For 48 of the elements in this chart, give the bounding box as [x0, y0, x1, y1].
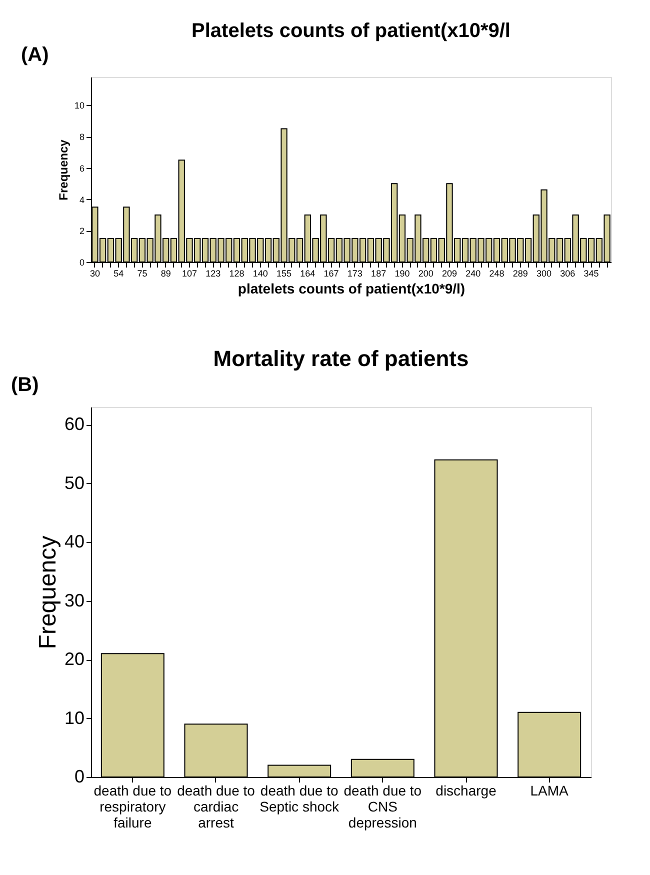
x-tick-label: 289 — [512, 268, 528, 278]
x-tick-label: 30 — [90, 268, 100, 278]
y-axis-title: Frequency — [34, 536, 62, 650]
x-tick-label: 306 — [560, 268, 576, 278]
x-tick-label: 107 — [182, 268, 197, 278]
x-tick-label: 248 — [489, 268, 504, 278]
y-tick-label: 10 — [64, 708, 84, 728]
y-tick-label: 60 — [64, 414, 84, 434]
x-tick-label: 164 — [300, 268, 316, 278]
y-tick-label: 20 — [64, 649, 84, 670]
x-tick-label: 300 — [536, 268, 552, 278]
chart-title: Mortality rate of patients — [213, 346, 469, 371]
y-tick-label: 2 — [79, 226, 84, 236]
y-tick-label: 4 — [79, 194, 84, 205]
x-tick-label: 190 — [394, 268, 410, 278]
x-tick-label: 187 — [371, 268, 386, 278]
y-tick-label: 8 — [79, 132, 84, 142]
x-tick-label: 140 — [252, 268, 268, 278]
x-tick-label: 54 — [114, 268, 124, 278]
x-tick-label: 128 — [229, 268, 244, 278]
x-tick-label: 209 — [442, 268, 457, 278]
y-tick-label: 0 — [79, 258, 84, 268]
y-tick-label: 0 — [74, 766, 84, 786]
y-tick-label: 10 — [74, 100, 84, 111]
x-tick-label: 240 — [466, 268, 481, 278]
text: (B) — [11, 374, 39, 396]
x-axis-title: platelets counts of patient(x10*9/l) — [238, 280, 466, 296]
x-tick-label: 173 — [347, 268, 362, 278]
y-tick-label: 40 — [64, 532, 84, 552]
x-tick-label: 155 — [276, 268, 292, 278]
y-tick-label: 50 — [64, 472, 84, 493]
chart-title: Platelets counts of patient(x10*9/l — [192, 20, 510, 42]
y-axis-title: Frequency — [56, 139, 70, 200]
x-tick-label: death due to CNS depression — [344, 782, 422, 830]
y-tick-label: 6 — [79, 163, 84, 174]
x-tick-label: 345 — [584, 268, 599, 278]
x-tick-label: 89 — [160, 268, 171, 278]
x-tick-label: death due to cardiac arrest — [177, 782, 256, 830]
y-tick-label: 30 — [64, 590, 84, 610]
x-tick-label: 167 — [324, 268, 339, 278]
text: (A) — [21, 44, 49, 66]
x-tick-label: 75 — [137, 268, 148, 278]
x-tick-label: discharge — [436, 782, 497, 798]
x-tick-label: death due to Septic shock — [260, 782, 340, 814]
x-tick-label: death due to respiratory failure — [94, 782, 172, 830]
x-tick-label: 123 — [206, 268, 221, 278]
x-tick-label: LAMA — [530, 782, 570, 798]
x-tick-label: 200 — [418, 268, 434, 278]
